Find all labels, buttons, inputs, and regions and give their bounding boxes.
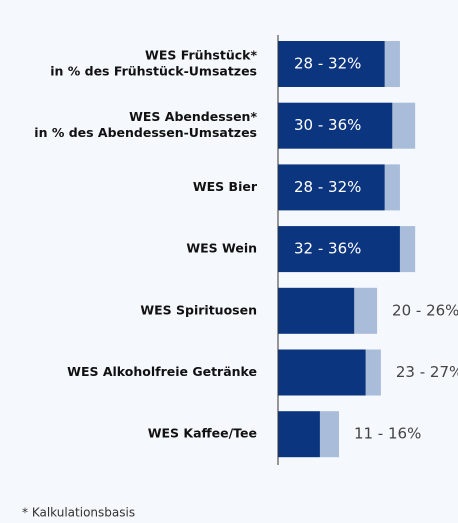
bar-high xyxy=(384,164,400,211)
value-label: 20 - 26% xyxy=(392,301,458,319)
category-label: in % des Abendessen-Umsatzes xyxy=(34,125,257,140)
value-label: 32 - 36% xyxy=(294,240,361,258)
value-label: 11 - 16% xyxy=(354,425,421,443)
bar-low xyxy=(278,226,400,273)
bar-low xyxy=(278,102,393,149)
category-label: WES Abendessen* xyxy=(129,109,257,124)
bar-high xyxy=(392,102,416,149)
footnote: * Kalkulationsbasis xyxy=(22,506,135,520)
bar-high xyxy=(384,41,400,87)
bar-high xyxy=(399,226,416,273)
category-label: WES Wein xyxy=(186,241,257,256)
category-label: WES Alkoholfreie Getränke xyxy=(67,364,257,379)
category-label: WES Frühstück* xyxy=(145,48,257,63)
bar-low xyxy=(278,41,385,87)
value-label: 28 - 32% xyxy=(294,55,361,73)
value-label: 30 - 36% xyxy=(294,116,361,134)
bar-low xyxy=(278,411,320,458)
value-label: 23 - 27% xyxy=(396,363,458,381)
value-label: 28 - 32% xyxy=(294,178,361,196)
bar-low xyxy=(278,287,355,334)
bar-high xyxy=(319,411,339,458)
category-label: WES Kaffee/Tee xyxy=(148,426,257,441)
bar-high xyxy=(365,349,381,396)
category-label: WES Bier xyxy=(193,179,258,194)
bar-low xyxy=(278,164,385,211)
bar-high xyxy=(354,287,378,334)
category-label: WES Spirituosen xyxy=(140,302,257,317)
category-label: in % des Frühstück-Umsatzes xyxy=(50,64,257,79)
bar-low xyxy=(278,349,366,396)
